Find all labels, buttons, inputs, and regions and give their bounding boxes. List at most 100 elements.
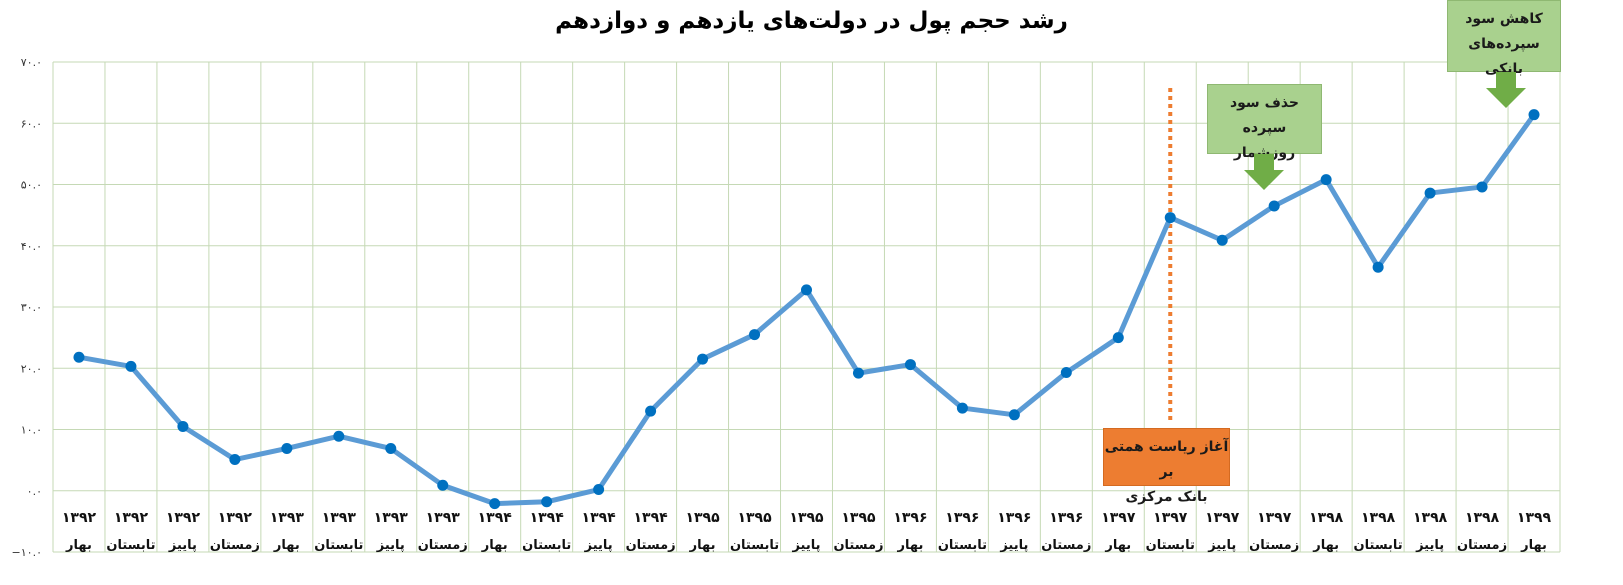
callout-daily-interest-line2: روزشمار [1233,145,1296,161]
callout-daily-interest: حذف سود سپرده روزشمار [1207,84,1322,161]
data-point [1320,174,1332,186]
data-point [697,353,709,365]
y-tick-label: ۳۰.۰ [21,301,42,314]
data-point [749,329,761,341]
data-point [125,360,137,372]
y-tick-label: −۱۰.۰ [12,546,42,559]
x-tick-year: ۱۳۹۳ [322,510,357,526]
x-tick-year: ۱۳۹۷ [1101,510,1136,526]
x-tick-year: ۱۳۹۲ [166,510,201,526]
y-tick-label: ۶۰.۰ [21,117,42,130]
x-tick-season: بهار [65,538,92,553]
callout-hemmati-line1: آغاز ریاست همتی بر [1104,439,1229,480]
x-tick-season: بهار [273,538,300,553]
data-point [956,402,968,414]
x-tick-year: ۱۳۹۹ [1517,510,1552,526]
x-tick-year: ۱۳۹۸ [1309,510,1344,526]
x-tick-season: زمستان [626,538,676,553]
x-tick-year: ۱۳۹۲ [114,510,149,526]
data-point [1476,181,1488,193]
x-tick-season: بهار [1520,538,1547,553]
data-point [1268,200,1280,212]
data-point [385,442,397,454]
callout-daily-interest-line1: حذف سود سپرده [1229,95,1300,136]
x-tick-year: ۱۳۹۸ [1413,510,1448,526]
x-tick-season: پاییز [376,538,405,553]
x-tick-season: زمستان [210,538,260,553]
x-tick-season: بهار [689,538,716,553]
x-tick-season: پاییز [1415,538,1444,553]
x-tick-season: تابستان [314,538,363,553]
data-point [1528,109,1540,121]
callout-hemmati-line2: بانک مرکزی [1125,489,1208,505]
x-tick-year: ۱۳۹۵ [841,510,876,526]
x-tick-season: تابستان [938,538,987,553]
x-tick-season: بهار [1104,538,1131,553]
x-tick-year: ۱۳۹۲ [218,510,253,526]
x-tick-year: ۱۳۹۸ [1361,510,1396,526]
x-tick-year: ۱۳۹۵ [685,510,720,526]
data-point [593,484,605,496]
x-tick-season: زمستان [833,538,883,553]
data-point [1112,332,1124,344]
x-tick-year: ۱۳۹۳ [426,510,461,526]
y-tick-label: ۷۰.۰ [21,56,42,69]
x-tick-year: ۱۳۹۳ [270,510,305,526]
series-line [76,112,1537,507]
callout-bank-interest-cut-line1: کاهش سود [1465,11,1543,27]
x-tick-season: پاییز [999,538,1028,553]
data-point [437,479,449,491]
data-point [852,367,864,379]
x-tick-season: پاییز [791,538,820,553]
data-point [1008,409,1020,421]
callout-bank-interest-cut: کاهش سود سپرده‌های بانکی [1447,0,1561,77]
x-tick-season: زمستان [1041,538,1091,553]
x-tick-season: تابستان [106,538,155,553]
data-point [1060,367,1072,379]
x-tick-year: ۱۳۹۷ [1153,510,1188,526]
data-point [73,351,85,363]
data-point [904,359,916,371]
y-tick-label: ۴۰.۰ [21,240,42,253]
x-tick-year: ۱۳۹۴ [582,510,617,526]
x-tick-season: زمستان [418,538,468,553]
data-point [1424,187,1436,199]
x-tick-year: ۱۳۹۴ [530,510,565,526]
x-tick-season: تابستان [1354,538,1403,553]
data-point [1372,261,1384,273]
x-tick-year: ۱۳۹۴ [478,510,513,526]
data-point [177,420,189,432]
x-tick-season: تابستان [1146,538,1195,553]
x-tick-season: بهار [481,538,508,553]
x-tick-season: زمستان [1457,538,1507,553]
x-tick-year: ۱۳۹۴ [634,510,669,526]
x-tick-season: تابستان [522,538,571,553]
x-tick-season: تابستان [730,538,779,553]
x-tick-year: ۱۳۹۷ [1257,510,1292,526]
data-point [489,498,501,510]
x-tick-season: پاییز [1207,538,1236,553]
chart-title: رشد حجم پول در دولت‌های یازدهم و دوازدهم [555,8,1068,34]
data-point [1164,212,1176,224]
x-tick-year: ۱۳۹۵ [737,510,772,526]
x-tick-season: پاییز [584,538,613,553]
y-tick-label: ۰.۰ [27,485,42,498]
x-tick-season: زمستان [1249,538,1299,553]
y-tick-label: ۱۰.۰ [21,424,42,437]
data-point [1216,234,1228,246]
x-tick-year: ۱۳۹۶ [1049,510,1083,526]
x-tick-season: بهار [1312,538,1339,553]
y-tick-label: ۵۰.۰ [21,179,42,192]
x-tick-season: پاییز [168,538,197,553]
x-tick-season: بهار [897,538,924,553]
x-tick-year: ۱۳۹۸ [1465,510,1500,526]
x-tick-year: ۱۳۹۶ [945,510,979,526]
x-tick-year: ۱۳۹۷ [1205,510,1240,526]
x-tick-year: ۱۳۹۶ [893,510,927,526]
data-point [801,284,812,296]
y-tick-label: ۲۰.۰ [21,362,42,375]
x-tick-year: ۱۳۹۳ [374,510,409,526]
x-tick-year: ۱۳۹۵ [789,510,824,526]
